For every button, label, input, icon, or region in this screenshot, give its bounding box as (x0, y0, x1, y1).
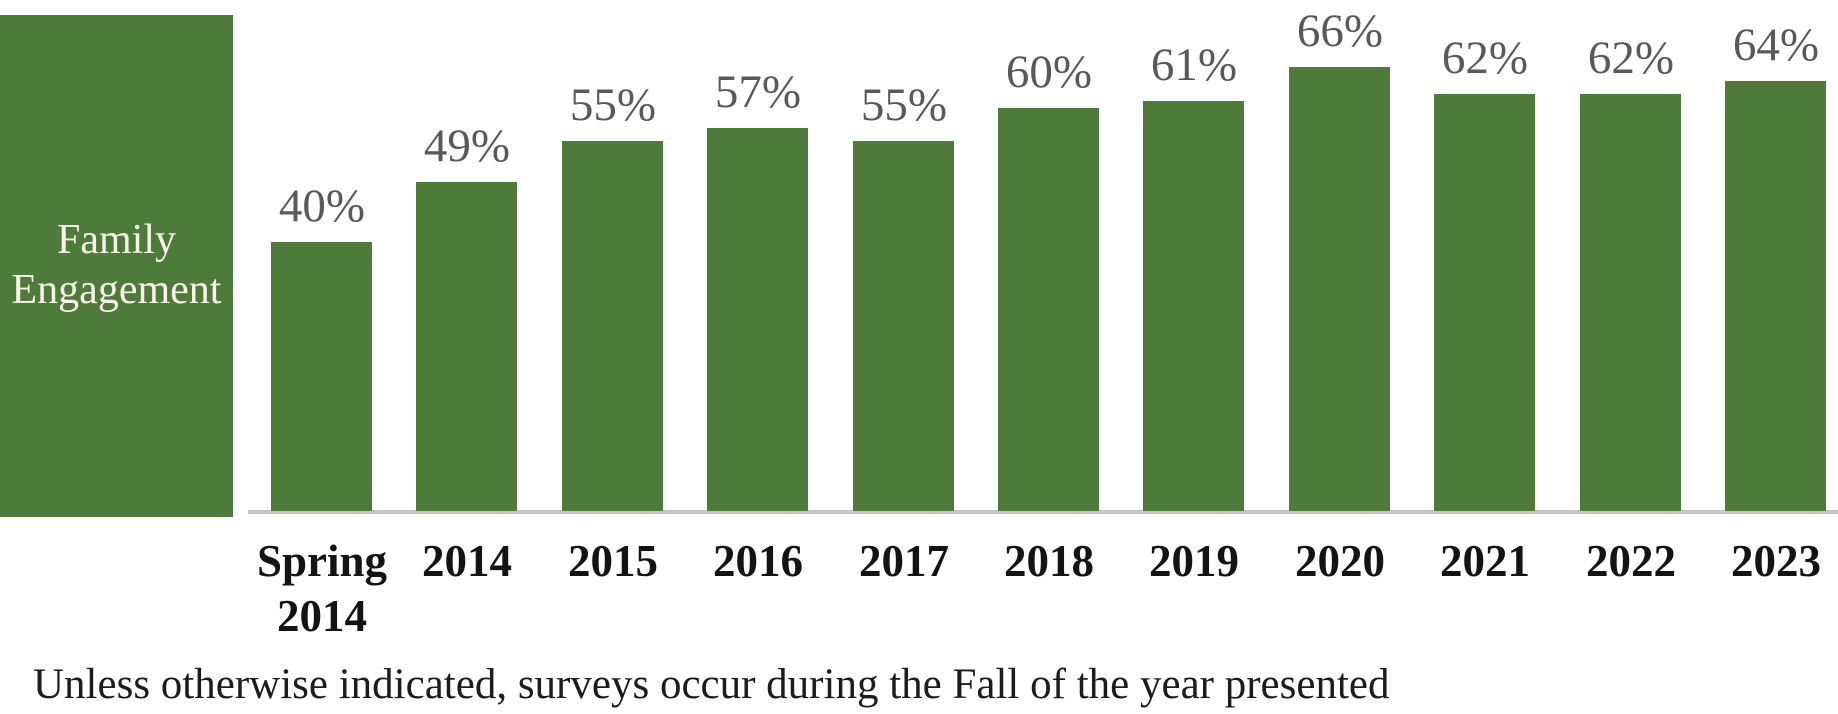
bar (707, 128, 808, 511)
bar (562, 141, 663, 511)
bar-value-label: 61% (1150, 39, 1238, 91)
x-axis-label: 2020 (1295, 536, 1385, 586)
bar (998, 108, 1099, 511)
bar-value-label: 40% (278, 180, 366, 232)
bar (1725, 81, 1826, 511)
bar-value-label: 55% (860, 79, 948, 131)
x-axis-label: 2022 (1586, 536, 1676, 586)
bar (1289, 67, 1390, 511)
x-axis-label: 2019 (1149, 536, 1239, 586)
bar (1143, 101, 1244, 511)
x-axis-label: 2021 (1440, 536, 1530, 586)
bar (416, 182, 517, 511)
x-axis-label: Spring 2014 (256, 536, 388, 641)
bar-value-label: 62% (1587, 32, 1675, 84)
bar (1434, 94, 1535, 511)
bar-value-label: 64% (1732, 19, 1820, 71)
x-axis-label: 2023 (1731, 536, 1821, 586)
bar-value-label: 57% (714, 66, 802, 118)
chart-footnote: Unless otherwise indicated, surveys occu… (33, 661, 1390, 708)
x-axis-label: 2014 (422, 536, 512, 586)
x-axis-baseline (248, 510, 1838, 514)
x-axis-label: 2015 (568, 536, 658, 586)
x-axis-label: 2018 (1004, 536, 1094, 586)
bar (271, 242, 372, 511)
bar-value-label: 55% (569, 79, 657, 131)
x-axis-label: 2016 (713, 536, 803, 586)
chart-title: Family Engagement (11, 217, 222, 313)
bar-value-label: 60% (1005, 46, 1093, 98)
series-title-block: Family Engagement (0, 15, 233, 517)
bar-value-label: 62% (1441, 32, 1529, 84)
x-axis-label: 2017 (859, 536, 949, 586)
bar-value-label: 66% (1296, 5, 1384, 57)
bar (853, 141, 954, 511)
bar (1580, 94, 1681, 511)
bar-value-label: 49% (423, 120, 511, 172)
